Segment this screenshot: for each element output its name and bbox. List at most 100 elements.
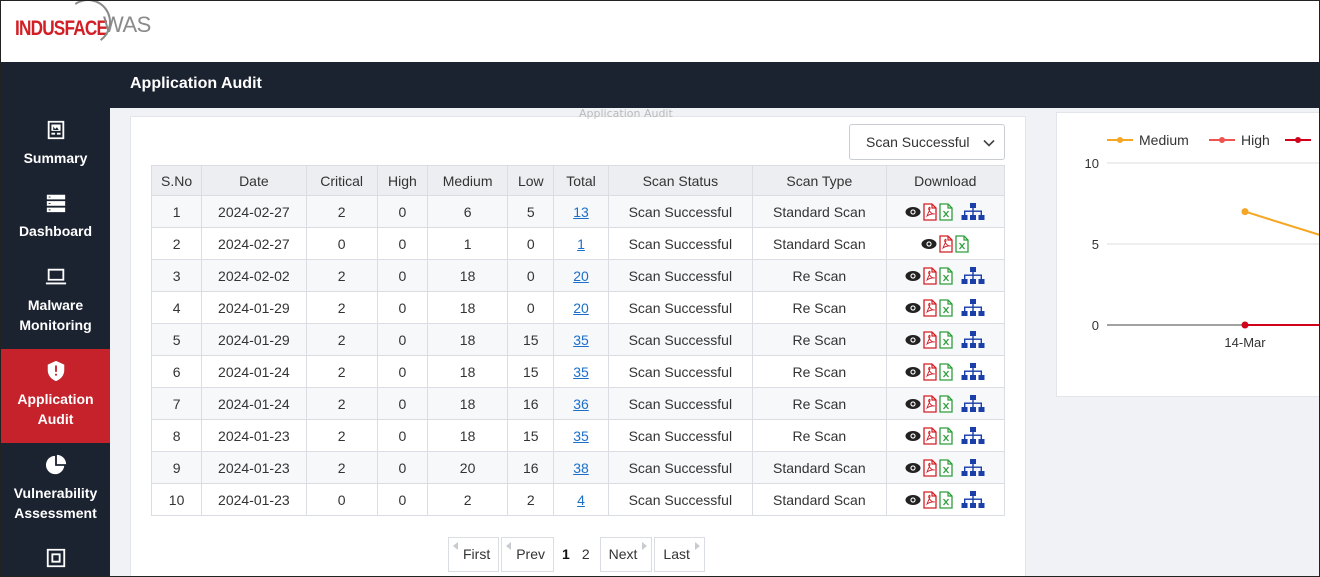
total-link[interactable]: 20 <box>573 267 589 284</box>
total-link[interactable]: 36 <box>573 395 589 412</box>
eye-icon[interactable] <box>905 398 921 410</box>
eye-icon[interactable] <box>905 494 921 506</box>
sitemap-icon[interactable] <box>961 202 985 221</box>
scan-status-filter[interactable]: Scan Successful <box>849 124 1005 160</box>
cell-critical: 2 <box>305 355 378 388</box>
eye-icon[interactable] <box>905 302 921 314</box>
total-link[interactable]: 4 <box>577 491 585 508</box>
excel-icon[interactable] <box>939 362 953 381</box>
pdf-icon[interactable] <box>923 298 937 317</box>
cell-sno: 4 <box>150 291 203 324</box>
eye-icon[interactable] <box>905 270 921 282</box>
cell-sno: 6 <box>150 355 203 388</box>
cell-download <box>885 387 1006 420</box>
last-label: Last <box>663 546 690 562</box>
eye-icon[interactable] <box>905 462 921 474</box>
data-point-high <box>1241 321 1249 329</box>
eye-icon[interactable] <box>905 334 921 346</box>
eye-icon[interactable] <box>921 238 937 250</box>
excel-icon[interactable] <box>939 202 953 221</box>
excel-icon[interactable] <box>939 458 953 477</box>
excel-icon[interactable] <box>939 266 953 285</box>
cell-sno: 2 <box>150 227 203 260</box>
cell-download <box>885 259 1006 292</box>
cell-scan-status: Scan Successful <box>607 227 754 260</box>
excel-icon[interactable] <box>939 298 953 317</box>
cell-scan-type: Re Scan <box>752 355 887 388</box>
sitemap-icon[interactable] <box>961 394 985 413</box>
brand-logo[interactable]: INDUSFACE WAS <box>15 1 151 53</box>
pdf-icon[interactable] <box>923 202 937 221</box>
shield-icon <box>44 359 68 383</box>
col-download: Download <box>885 165 1006 196</box>
cell-high: 0 <box>376 355 428 388</box>
sidebar-item-vulnerability-assessment[interactable]: Vulnerability Assessment <box>1 453 110 523</box>
cell-scan-type: Re Scan <box>752 259 887 292</box>
eye-icon[interactable] <box>905 366 921 378</box>
cell-critical: 2 <box>305 419 378 452</box>
pdf-icon[interactable] <box>923 490 937 509</box>
excel-icon[interactable] <box>939 426 953 445</box>
pdf-icon[interactable] <box>923 458 937 477</box>
sidebar-item-application-audit[interactable]: Application Audit <box>1 349 110 443</box>
sitemap-icon[interactable] <box>961 458 985 477</box>
cell-total: 38 <box>553 451 609 484</box>
page-number-1[interactable]: 1 <box>562 546 570 562</box>
pdf-icon[interactable] <box>923 426 937 445</box>
table-row: 1 2024-02-27 2 0 6 5 13 Scan Successful Standard… <box>150 195 1006 228</box>
cell-date: 2024-02-27 <box>201 195 307 228</box>
prev-page-button[interactable]: Prev <box>501 536 555 572</box>
eye-icon[interactable] <box>905 430 921 442</box>
cell-medium: 18 <box>426 387 509 420</box>
cell-date: 2024-01-23 <box>201 451 307 484</box>
table-row: 7 2024-01-24 2 0 18 16 36 Scan Successful Re Sca… <box>150 387 1006 420</box>
total-link[interactable]: 35 <box>573 427 589 444</box>
total-link[interactable]: 38 <box>573 459 589 476</box>
cell-total: 35 <box>553 323 609 356</box>
pdf-icon[interactable] <box>923 394 937 413</box>
sitemap-icon[interactable] <box>961 266 985 285</box>
cell-date: 2024-01-29 <box>201 291 307 324</box>
first-page-button[interactable]: First <box>448 536 500 572</box>
cell-date: 2024-01-24 <box>201 387 307 420</box>
pdf-icon[interactable] <box>923 266 937 285</box>
last-page-button[interactable]: Last <box>654 536 705 572</box>
total-link[interactable]: 13 <box>573 203 589 220</box>
sidebar-item-dashboard[interactable]: Dashboard <box>1 191 110 241</box>
eye-icon[interactable] <box>905 206 921 218</box>
total-link[interactable]: 35 <box>573 331 589 348</box>
pdf-icon[interactable] <box>923 330 937 349</box>
sidebar-item-summary[interactable]: Summary <box>1 118 110 168</box>
total-link[interactable]: 35 <box>573 363 589 380</box>
excel-icon[interactable] <box>939 330 953 349</box>
cell-low: 15 <box>507 355 555 388</box>
sitemap-icon[interactable] <box>961 490 985 509</box>
excel-icon[interactable] <box>939 394 953 413</box>
sitemap-icon[interactable] <box>961 298 985 317</box>
sidebar-item-more[interactable] <box>1 546 110 576</box>
sitemap-icon[interactable] <box>961 330 985 349</box>
total-link[interactable]: 20 <box>573 299 589 316</box>
cell-scan-status: Scan Successful <box>607 419 754 452</box>
cell-date: 2024-02-27 <box>201 227 307 260</box>
sidebar-item-label: Malware Monitoring <box>19 297 92 333</box>
col-medium: Medium <box>426 165 509 196</box>
sitemap-icon[interactable] <box>961 362 985 381</box>
legend-marker <box>1295 137 1301 143</box>
total-link[interactable]: 1 <box>577 235 585 252</box>
cell-critical: 2 <box>305 259 378 292</box>
pdf-icon[interactable] <box>939 234 953 253</box>
page-number-2[interactable]: 2 <box>581 546 590 562</box>
x-tick-label: 14-Mar <box>1224 335 1266 350</box>
next-page-button[interactable]: Next <box>599 536 653 572</box>
pdf-icon[interactable] <box>923 362 937 381</box>
excel-icon[interactable] <box>939 490 953 509</box>
cell-critical: 2 <box>305 195 378 228</box>
cell-sno: 8 <box>150 419 203 452</box>
table-header-row: S.No Date Critical High Medium Low Total… <box>150 165 1006 196</box>
excel-icon[interactable] <box>955 234 969 253</box>
sidebar-item-label: Dashboard <box>18 223 93 239</box>
sidebar-item-malware-monitoring[interactable]: Malware Monitoring <box>1 265 110 335</box>
sitemap-icon[interactable] <box>961 426 985 445</box>
table-row: 2 2024-02-27 0 0 1 0 1 Scan Successful Standard … <box>150 227 1006 260</box>
